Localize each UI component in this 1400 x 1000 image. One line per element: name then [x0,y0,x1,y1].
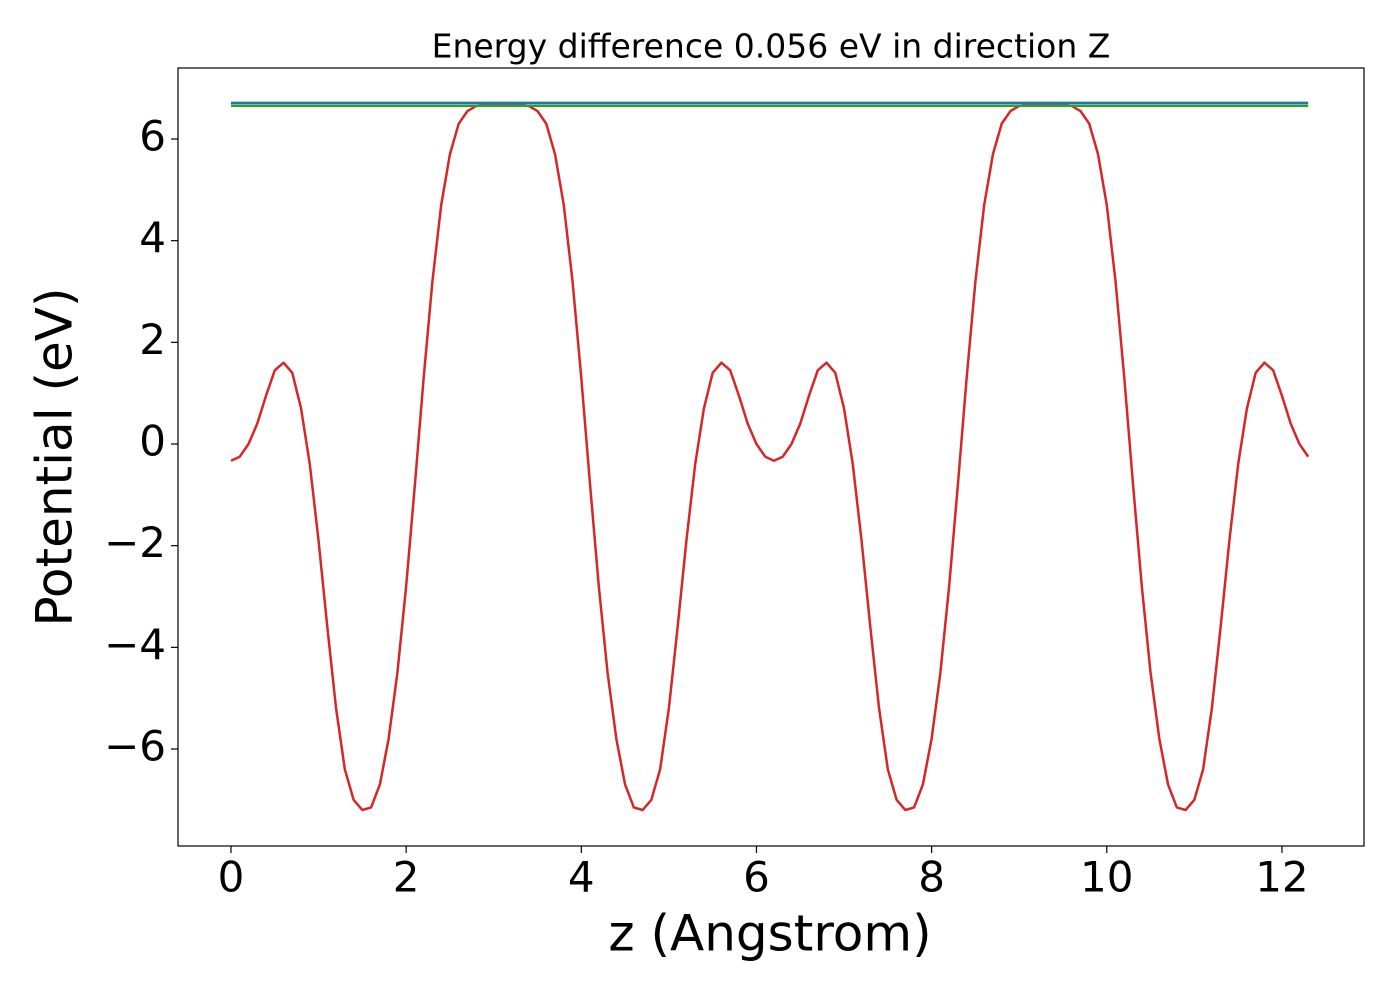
x-tick-label: 4 [568,853,595,902]
x-tick-label: 2 [393,853,420,902]
x-tick-label: 0 [218,853,245,902]
y-axis-label: Potential (eV) [26,288,84,627]
y-tick-label: 6 [139,112,166,161]
series-line [230,102,1310,812]
x-axis-label: z (Angstrom) [608,905,931,963]
y-tick-label: −6 [104,722,166,771]
x-tick-label: 10 [1080,853,1133,902]
x-tick-label: 8 [918,853,945,902]
plot-frame [177,67,1365,847]
y-tick-label: 2 [139,315,166,364]
x-tick-label: 12 [1255,853,1308,902]
y-tick-label: 4 [139,213,166,262]
x-tick-label: 6 [743,853,770,902]
y-tick-label: −2 [104,518,166,567]
y-tick-label: 0 [139,417,166,466]
chart-title: Energy difference 0.056 eV in direction … [432,27,1111,66]
y-tick-label: −4 [104,620,166,669]
